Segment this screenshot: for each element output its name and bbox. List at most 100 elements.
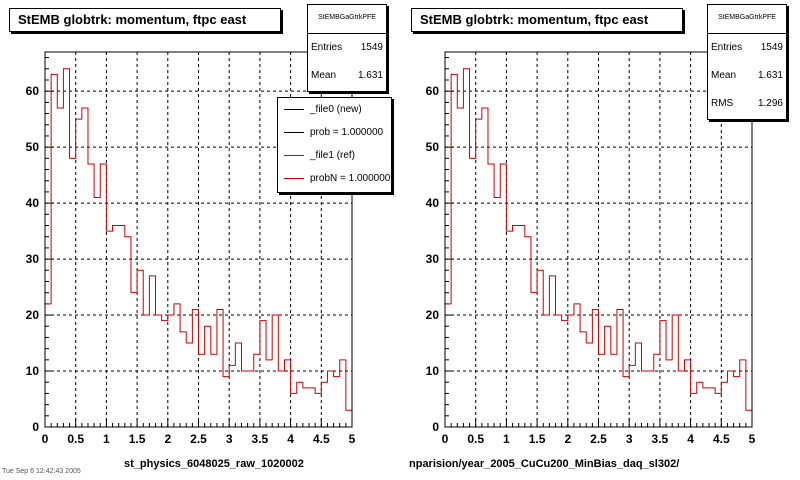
histogram-bin (697, 382, 703, 427)
stats-box-left: StEMBGaGtrkPFE Entries 1549 Mean 1.631 (307, 4, 387, 92)
stats-mean-value: 1.631 (357, 70, 383, 81)
histogram-bin (684, 360, 690, 427)
histogram-bin (525, 237, 531, 427)
histogram-bin (229, 365, 235, 427)
legend-swatch (284, 109, 304, 110)
histogram-bin (746, 410, 752, 427)
legend-label: prob = 1.000000 (310, 127, 384, 138)
y-tick-label: 10 (26, 364, 40, 378)
stats-rms-value: 1.296 (757, 98, 783, 109)
stats-entries-row: Entries 1549 (308, 34, 386, 62)
histogram-bin (562, 321, 568, 427)
stats-entries-label: Entries (711, 42, 743, 53)
histogram-bin (137, 270, 143, 427)
legend-swatch (284, 132, 304, 133)
histogram-bin (648, 371, 654, 427)
stats-entries-label: Entries (311, 42, 343, 53)
histogram-bin (131, 293, 137, 427)
y-tick-label: 40 (26, 196, 40, 210)
histogram-bin (63, 69, 69, 427)
legend-entry-file0: _file0 (new) (278, 98, 391, 121)
histogram-bin (266, 360, 272, 427)
stats-mean-label: Mean (311, 70, 337, 81)
y-tick-label: 30 (26, 252, 40, 266)
legend-entry-prob: prob = 1.000000 (278, 121, 391, 144)
histogram-bin (278, 371, 284, 427)
file-label-right: nparision/year_2005_CuCu200_MinBias_daq_… (409, 458, 680, 470)
y-tick-label: 40 (426, 196, 440, 210)
x-tick-label: 3 (226, 432, 233, 446)
histogram-bin (691, 393, 697, 427)
x-tick-label: 0 (42, 432, 49, 446)
x-tick-label: 2.5 (190, 432, 207, 446)
histogram-bin (470, 158, 476, 427)
histogram-bin (321, 382, 327, 427)
histogram-bin (82, 108, 88, 427)
histogram-bin (113, 226, 119, 427)
x-tick-label: 5 (349, 432, 356, 446)
histogram-bin (506, 231, 512, 427)
histogram-bin (334, 377, 340, 427)
histogram-bin (611, 354, 617, 427)
histogram-bin (592, 309, 598, 427)
legend-label: probN = 1.000000 (310, 173, 391, 184)
stats-entries-value: 1549 (760, 42, 783, 53)
x-tick-label: 2.5 (590, 432, 607, 446)
histogram-bin (76, 119, 82, 427)
histogram-bin (537, 270, 543, 427)
x-tick-label: 4 (287, 432, 294, 446)
histogram-bin (57, 108, 63, 427)
x-tick-label: 4.5 (313, 432, 330, 446)
plot-frame (444, 51, 753, 428)
histogram-bin (186, 343, 192, 427)
histogram-bin (125, 237, 131, 427)
x-tick-label: 1 (103, 432, 110, 446)
histogram-bin (457, 108, 463, 427)
histogram-bin (678, 371, 684, 427)
histogram-bin (260, 321, 266, 427)
histogram-bin (346, 410, 352, 427)
histogram-bin (241, 371, 247, 427)
histogram-bin (291, 393, 297, 427)
legend-box: _file0 (new) prob = 1.000000 _file1 (ref… (277, 97, 392, 193)
histogram-bin (734, 377, 740, 427)
y-tick-label: 10 (426, 364, 440, 378)
histogram-bin (315, 393, 321, 427)
y-tick-label: 50 (426, 140, 440, 154)
histogram-bin (549, 276, 555, 427)
histogram-bin (721, 382, 727, 427)
stats-rms-row: RMS 1.296 (708, 90, 786, 118)
histogram-bin (513, 226, 519, 427)
x-tick-label: 2 (564, 432, 571, 446)
y-tick-label: 60 (26, 84, 40, 98)
grid-lines (445, 52, 752, 427)
histogram-bin (217, 309, 223, 427)
histogram-bin (494, 198, 500, 427)
histogram-bin (45, 304, 51, 427)
histogram-bin (574, 304, 580, 427)
y-tick-label: 0 (432, 420, 439, 434)
histogram-bin (703, 388, 709, 427)
histogram-bin (740, 360, 746, 427)
x-tick-label: 1.5 (529, 432, 546, 446)
plot-frame (44, 51, 353, 428)
histogram-bin (303, 388, 309, 427)
y-tick-label: 50 (26, 140, 40, 154)
histogram-bin (297, 382, 303, 427)
histogram-bin (635, 343, 641, 427)
histogram-bin (223, 377, 229, 427)
legend-label: _file1 (ref) (310, 150, 356, 161)
stats-entries-value: 1549 (360, 42, 383, 53)
histogram-bin (254, 354, 260, 427)
histogram-bin (248, 371, 254, 427)
legend-entry-file1: _file1 (ref) (278, 144, 391, 167)
histogram-bin (463, 69, 469, 427)
stats-mean-value: 1.631 (757, 70, 783, 81)
histogram-bin (211, 354, 217, 427)
histogram-bin (482, 108, 488, 427)
legend-label: _file0 (new) (310, 104, 362, 115)
x-tick-label: 3.5 (652, 432, 669, 446)
legend-swatch (284, 155, 304, 156)
histogram-bin (476, 119, 482, 427)
